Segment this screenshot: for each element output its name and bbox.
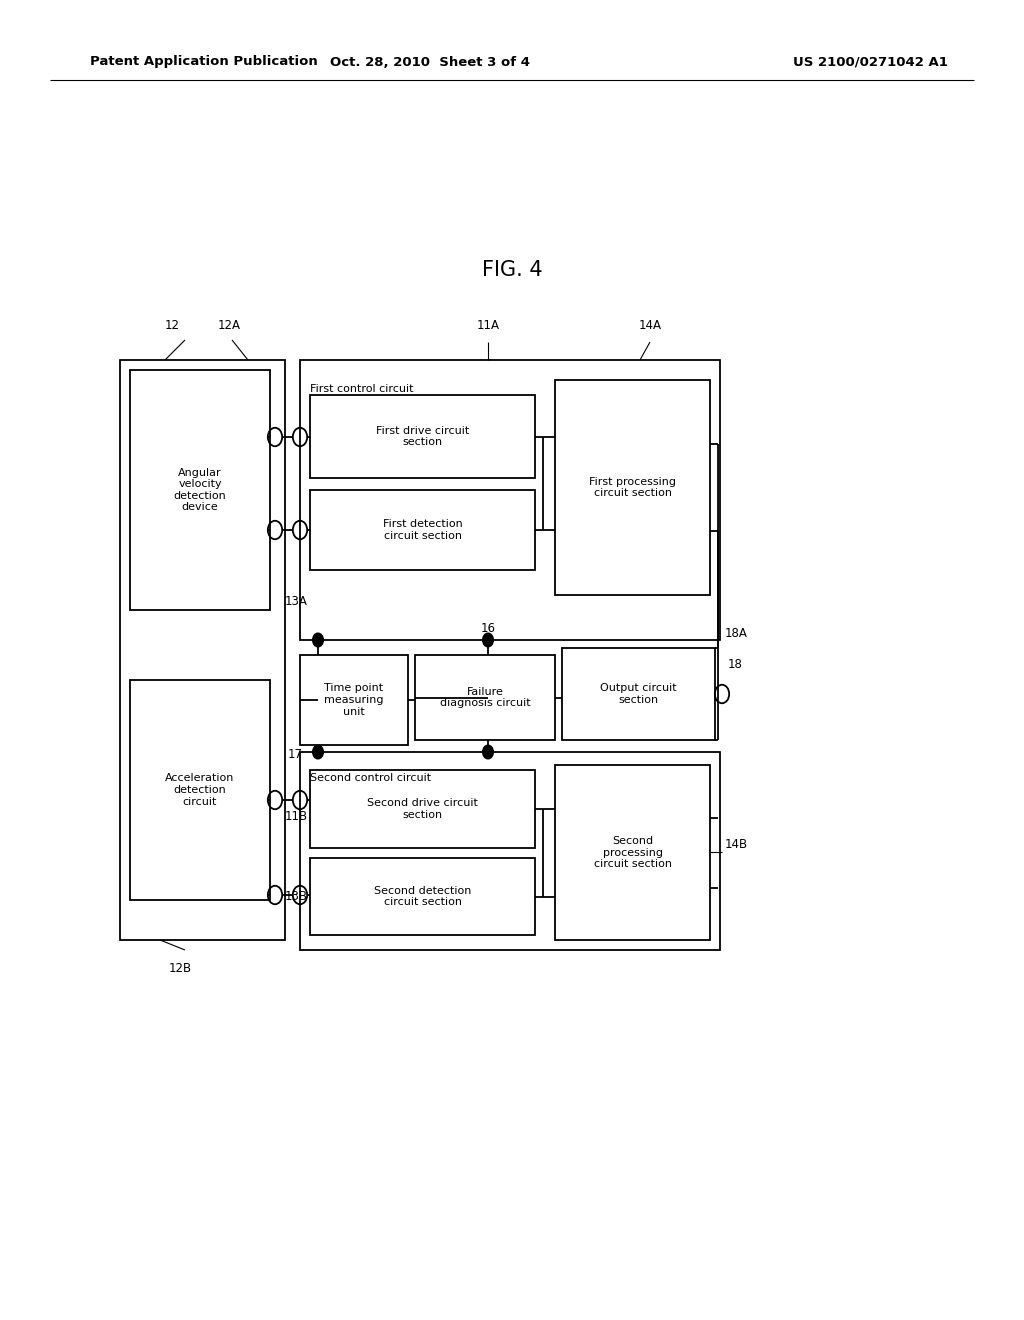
Bar: [300, 752, 720, 950]
Text: First processing
circuit section: First processing circuit section: [589, 477, 676, 498]
Text: FIG. 4: FIG. 4: [481, 260, 543, 280]
Text: 12: 12: [165, 319, 180, 333]
Circle shape: [313, 634, 324, 647]
Circle shape: [313, 746, 324, 759]
Text: Time point
measuring
unit: Time point measuring unit: [325, 684, 384, 717]
Bar: [310, 490, 535, 570]
Bar: [130, 370, 270, 610]
Bar: [415, 655, 555, 741]
Text: 14A: 14A: [639, 319, 662, 333]
Text: Second control circuit: Second control circuit: [310, 774, 431, 783]
Bar: [300, 360, 720, 640]
Bar: [310, 770, 535, 847]
Text: 13A: 13A: [285, 595, 308, 609]
Text: First control circuit: First control circuit: [310, 384, 414, 393]
Text: Output circuit
section: Output circuit section: [600, 684, 677, 705]
Text: 18A: 18A: [725, 627, 748, 640]
Bar: [562, 648, 715, 741]
Text: Angular
velocity
detection
device: Angular velocity detection device: [174, 467, 226, 512]
Text: 11B: 11B: [285, 810, 308, 822]
Text: First drive circuit
section: First drive circuit section: [376, 425, 469, 447]
Text: Failure
diagnosis circuit: Failure diagnosis circuit: [439, 686, 530, 709]
Text: First detection
circuit section: First detection circuit section: [383, 519, 463, 541]
Text: US 2100/0271042 A1: US 2100/0271042 A1: [793, 55, 947, 69]
Bar: [310, 395, 535, 478]
Bar: [120, 360, 285, 940]
Bar: [130, 680, 270, 900]
Text: 13B: 13B: [285, 890, 308, 903]
Text: 17: 17: [288, 748, 303, 762]
Text: Acceleration
detection
circuit: Acceleration detection circuit: [165, 774, 234, 807]
Circle shape: [483, 634, 494, 647]
Text: Second
processing
circuit section: Second processing circuit section: [594, 836, 672, 869]
Bar: [555, 380, 710, 595]
Text: Second drive circuit
section: Second drive circuit section: [367, 799, 478, 820]
Text: 16: 16: [480, 622, 496, 635]
Circle shape: [483, 746, 494, 759]
Text: 18: 18: [728, 659, 742, 672]
Bar: [300, 655, 408, 744]
Bar: [310, 858, 535, 935]
Text: 14B: 14B: [725, 838, 749, 851]
Text: Oct. 28, 2010  Sheet 3 of 4: Oct. 28, 2010 Sheet 3 of 4: [330, 55, 530, 69]
Bar: [555, 766, 710, 940]
Text: 12A: 12A: [218, 319, 241, 333]
Text: 12B: 12B: [168, 962, 191, 975]
Text: Second detection
circuit section: Second detection circuit section: [374, 886, 471, 907]
Text: Patent Application Publication: Patent Application Publication: [90, 55, 317, 69]
Text: 11A: 11A: [476, 319, 500, 333]
